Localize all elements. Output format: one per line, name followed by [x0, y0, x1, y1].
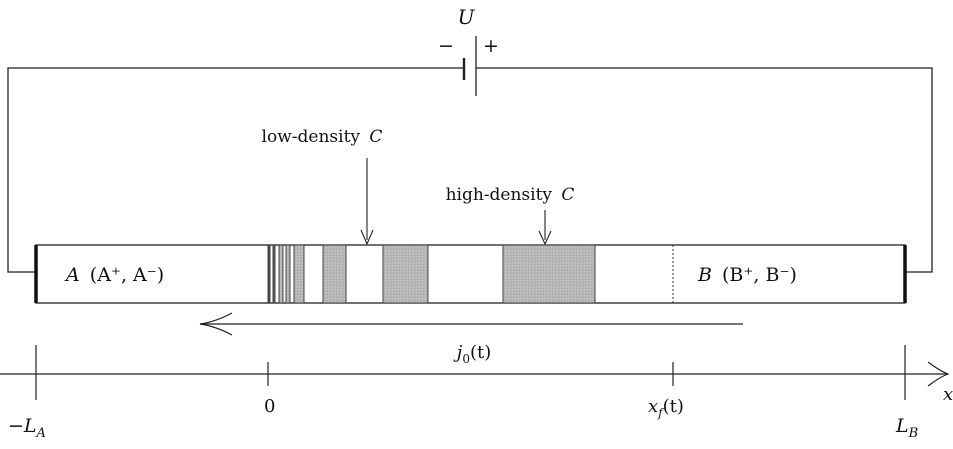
svg-text:high-density C: high-density C: [446, 185, 575, 205]
band: [382, 244, 429, 304]
region-b-symbol: B: [697, 264, 712, 286]
tick-label-zero: 0: [264, 396, 275, 417]
region-b-ions: (B⁺, B⁻): [722, 264, 797, 286]
battery: U − +: [438, 5, 499, 96]
x-axis-arrowhead: [927, 361, 950, 387]
x-axis-label: x: [943, 384, 953, 405]
band: [502, 244, 596, 304]
tick-label-lb: LB: [895, 415, 918, 441]
precipitate-bands: [267, 244, 596, 304]
svg-text:low-density C: low-density C: [262, 127, 383, 147]
band: [278, 244, 284, 304]
high-density-c: C: [561, 185, 574, 205]
tick-label-minus-la: −LA: [8, 415, 46, 441]
battery-voltage-label: U: [458, 5, 476, 29]
low-density-text: low-density: [262, 127, 361, 147]
region-a-ions: (A⁺, A⁻): [90, 264, 164, 286]
cell: A (A⁺, A⁻) B (B⁺, B⁻): [34, 244, 907, 304]
band: [272, 244, 276, 304]
low-density-annotation: low-density C: [262, 127, 383, 246]
high-density-annotation: high-density C: [446, 185, 575, 246]
tick-label-xf: xf(t): [648, 396, 684, 420]
band: [285, 244, 291, 304]
low-density-arrowhead: [360, 229, 374, 246]
circuit-wire: [7, 67, 933, 273]
battery-minus-sign: −: [438, 35, 454, 57]
low-density-c: C: [369, 127, 382, 147]
current-arrowhead: [199, 312, 233, 336]
region-a-label: A (A⁺, A⁻): [64, 264, 164, 286]
band: [322, 244, 347, 304]
band: [267, 244, 271, 304]
current-arrow: j0(t): [199, 312, 743, 366]
high-density-arrowhead: [538, 230, 552, 246]
x-axis: [0, 345, 950, 400]
band: [293, 244, 305, 304]
battery-plus-sign: +: [483, 35, 499, 57]
high-density-text: high-density: [446, 185, 553, 205]
current-label: j0(t): [453, 342, 492, 366]
region-a-symbol: A: [64, 264, 80, 286]
region-b-label: B (B⁺, B⁻): [697, 264, 797, 286]
